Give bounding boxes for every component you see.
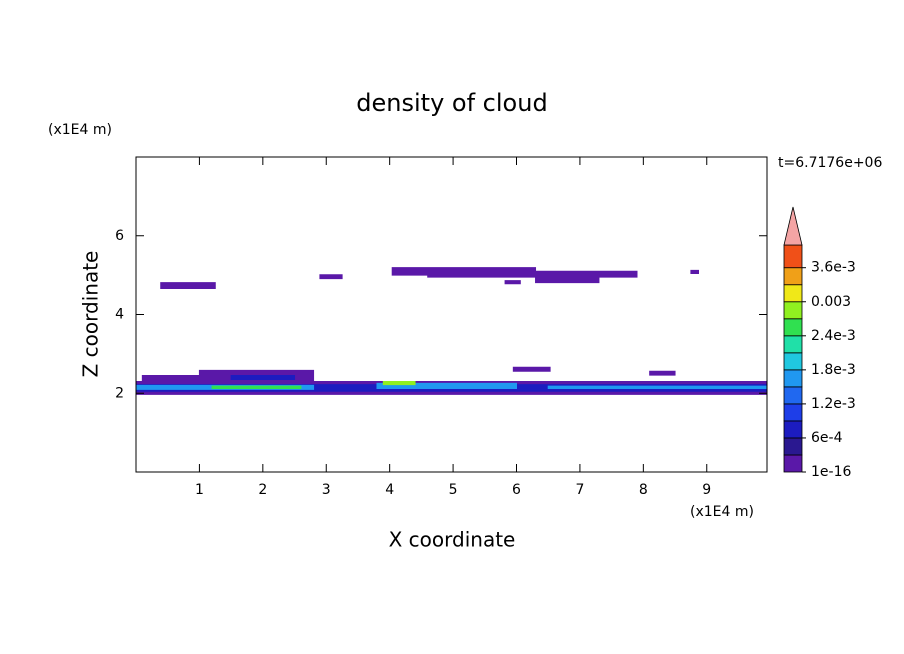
colorbar-label: 3.6e-3 — [811, 260, 856, 276]
time-annotation: t=6.7176e+06 — [778, 155, 882, 171]
contour-region — [649, 370, 676, 376]
colorbar-label: 1e-16 — [811, 464, 851, 480]
colorbar-box — [783, 318, 803, 337]
y-tick-label: 4 — [115, 307, 124, 323]
x-tick-label: 3 — [322, 482, 331, 498]
contour-region — [211, 385, 302, 390]
colorbar-box — [783, 403, 803, 422]
y-tick-label: 6 — [115, 228, 124, 244]
colorbar-box — [783, 437, 803, 456]
colorbar-box — [783, 454, 803, 473]
colorbar-box — [783, 267, 803, 286]
contour-region — [391, 267, 638, 284]
x-axis-label: X coordinate — [389, 528, 516, 552]
colorbar-box — [783, 335, 803, 354]
colorbar-label: 0.003 — [811, 294, 851, 310]
x-tick-label: 1 — [195, 482, 204, 498]
colorbar-box — [783, 386, 803, 405]
colorbar-label: 1.8e-3 — [811, 362, 856, 378]
plot-frame — [135, 156, 768, 473]
colorbar-box — [783, 369, 803, 388]
colorbar-box — [783, 284, 803, 303]
x-tick-label: 5 — [449, 482, 458, 498]
colorbar-box — [783, 352, 803, 371]
contour-region — [512, 366, 551, 372]
contour-region — [504, 280, 521, 285]
colorbar-box — [783, 244, 803, 269]
y-tick-label: 2 — [115, 385, 124, 401]
contour-region — [230, 375, 296, 380]
colorbar-label: 6e-4 — [811, 430, 843, 446]
x-tick-label: 9 — [702, 482, 711, 498]
contour-region — [382, 380, 416, 386]
x-tick-label: 6 — [512, 482, 521, 498]
x-tick-label: 2 — [258, 482, 267, 498]
colorbar-label: 1.2e-3 — [811, 396, 856, 412]
contour-region — [547, 385, 768, 390]
contour-region — [319, 274, 343, 280]
colorbar-box — [783, 301, 803, 320]
colorbar-extend — [783, 206, 803, 246]
x-tick-label: 8 — [639, 482, 648, 498]
colorbar-box — [783, 420, 803, 439]
x-tick-label: 4 — [385, 482, 394, 498]
contour-region — [690, 269, 700, 275]
x-tick-label: 7 — [575, 482, 584, 498]
colorbar-label: 2.4e-3 — [811, 328, 856, 344]
chart-title: density of cloud — [356, 89, 547, 117]
y-axis-label: Z coordinate — [79, 251, 103, 378]
y-unit: (x1E4 m) — [48, 122, 112, 138]
contour-region — [160, 282, 216, 290]
x-unit: (x1E4 m) — [690, 504, 754, 520]
